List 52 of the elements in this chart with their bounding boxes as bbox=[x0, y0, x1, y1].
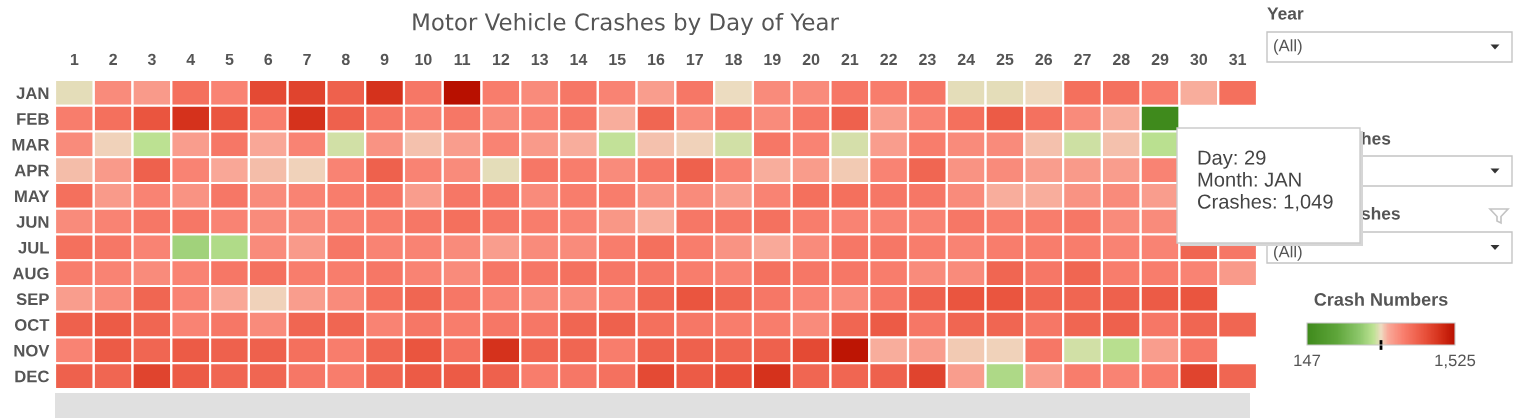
color-bar-label: 147 bbox=[1294, 354, 1321, 367]
y-tick-label: MAR bbox=[12, 138, 50, 151]
y-tick-label: JUL bbox=[18, 241, 49, 254]
x-tick-label: 4 bbox=[186, 53, 196, 65]
x-tick-label: 26 bbox=[1035, 53, 1053, 66]
chart-title: Motor Vehicle Crashes by Day of Year bbox=[413, 12, 839, 36]
color-bar-label: 1,525 bbox=[1435, 354, 1476, 369]
text: (All) bbox=[1274, 39, 1302, 55]
x-tick-label: 9 bbox=[380, 53, 389, 66]
x-tick-label: 11 bbox=[454, 53, 471, 65]
x-tick-label: 12 bbox=[493, 53, 510, 65]
x-tick-label: 18 bbox=[725, 53, 742, 66]
x-tick-label: 13 bbox=[531, 53, 548, 66]
x-tick-label: 20 bbox=[802, 53, 820, 66]
x-tick-label: 31 bbox=[1229, 53, 1247, 66]
x-tick-label: 28 bbox=[1112, 53, 1130, 66]
color-bar-title: Crash Numbers bbox=[1314, 292, 1448, 306]
y-tick-label: NOV bbox=[14, 344, 50, 357]
x-tick-label: 1 bbox=[70, 53, 79, 65]
x-tick-label: 15 bbox=[609, 53, 626, 66]
y-tick-label: DEC bbox=[15, 370, 49, 383]
y-tick-label: AUG bbox=[12, 267, 49, 280]
y-tick-label: JAN bbox=[16, 87, 49, 100]
x-tick-label: 17 bbox=[686, 53, 703, 65]
x-tick-label: 6 bbox=[264, 53, 273, 66]
y-tick-label: APR bbox=[14, 164, 50, 177]
text: (All) bbox=[1274, 245, 1302, 261]
y-tick-label: MAY bbox=[15, 190, 50, 202]
x-tick-label: 22 bbox=[880, 53, 897, 65]
y-tick-label: FEB bbox=[17, 113, 49, 125]
x-tick-label: 10 bbox=[415, 53, 432, 66]
x-tick-label: 5 bbox=[225, 53, 234, 66]
x-tick-label: 25 bbox=[996, 53, 1014, 66]
x-tick-label: 2 bbox=[109, 53, 117, 65]
y-tick-label: OCT bbox=[14, 319, 50, 331]
x-tick-label: 14 bbox=[570, 53, 588, 65]
x-tick-label: 7 bbox=[303, 53, 311, 65]
x-tick-label: 8 bbox=[341, 53, 350, 66]
x-tick-label: 29 bbox=[1151, 53, 1169, 66]
y-tick-label: SEP bbox=[16, 293, 49, 306]
x-tick-label: 19 bbox=[764, 53, 781, 66]
x-tick-label: 3 bbox=[147, 53, 156, 66]
x-tick-label: 16 bbox=[648, 53, 665, 66]
x-tick-label: 30 bbox=[1190, 53, 1208, 66]
text: shes bbox=[1361, 206, 1400, 220]
text: Year bbox=[1267, 7, 1304, 20]
x-tick-label: 27 bbox=[1074, 53, 1091, 65]
x-tick-label: 24 bbox=[957, 53, 975, 65]
x-tick-label: 21 bbox=[841, 53, 859, 65]
annotation: Day: 29 Month: JAN Crashes: 1,049 bbox=[1198, 150, 1333, 212]
x-tick-label: 23 bbox=[919, 53, 936, 66]
y-tick-label: JUN bbox=[16, 216, 49, 228]
